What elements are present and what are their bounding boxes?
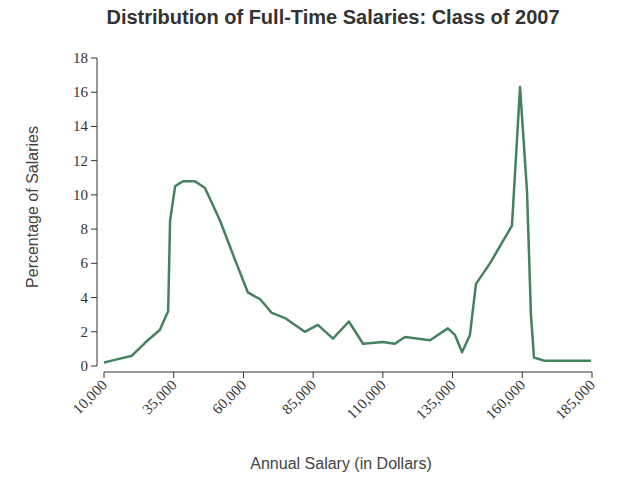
y-tick xyxy=(91,297,97,298)
y-tick xyxy=(91,58,97,59)
x-axis-label: Annual Salary (in Dollars) xyxy=(250,455,431,472)
x-tick xyxy=(452,372,453,378)
y-tick xyxy=(91,229,97,230)
y-tick-label: 6 xyxy=(81,255,89,271)
plot-area xyxy=(104,87,590,362)
y-tick xyxy=(91,194,97,195)
y-axis-label: Percentage of Salaries xyxy=(24,126,41,288)
y-tick-label: 10 xyxy=(73,187,88,203)
y-axis-line xyxy=(97,58,98,366)
y-tick xyxy=(91,366,97,367)
x-tick xyxy=(522,372,523,378)
y-tick-label: 12 xyxy=(73,153,88,169)
chart: Distribution of Full-Time Salaries: Clas… xyxy=(0,0,629,481)
y-tick xyxy=(91,92,97,93)
title: Distribution of Full-Time Salaries: Clas… xyxy=(106,6,559,28)
y-tick-label: 0 xyxy=(81,358,89,374)
y-tick-label: 14 xyxy=(73,118,89,134)
y-tick xyxy=(91,126,97,127)
x-tick xyxy=(592,372,593,378)
x-tick-label: 10,000 xyxy=(70,377,110,417)
x-tick-label: 60,000 xyxy=(209,377,249,417)
x-tick-label: 85,000 xyxy=(279,377,319,417)
y-tick xyxy=(91,331,97,332)
x-tick-label: 135,000 xyxy=(413,377,459,423)
x-tick xyxy=(173,372,174,378)
x-tick-label: 185,000 xyxy=(552,377,598,423)
y-tick xyxy=(91,160,97,161)
y-tick-label: 16 xyxy=(73,84,89,100)
y-tick-label: 4 xyxy=(81,290,89,306)
x-tick-label: 110,000 xyxy=(344,377,389,422)
y-tick-label: 18 xyxy=(73,50,88,66)
x-tick-label: 160,000 xyxy=(483,377,529,423)
y-tick-label: 2 xyxy=(81,324,89,340)
x-tick xyxy=(313,372,314,378)
series-line xyxy=(104,87,590,362)
y-tick xyxy=(91,263,97,264)
x-axis-line xyxy=(104,372,592,373)
x-tick xyxy=(243,372,244,378)
x-tick-label: 35,000 xyxy=(139,377,179,417)
x-tick xyxy=(104,372,105,378)
x-tick xyxy=(382,372,383,378)
y-tick-label: 8 xyxy=(81,221,89,237)
